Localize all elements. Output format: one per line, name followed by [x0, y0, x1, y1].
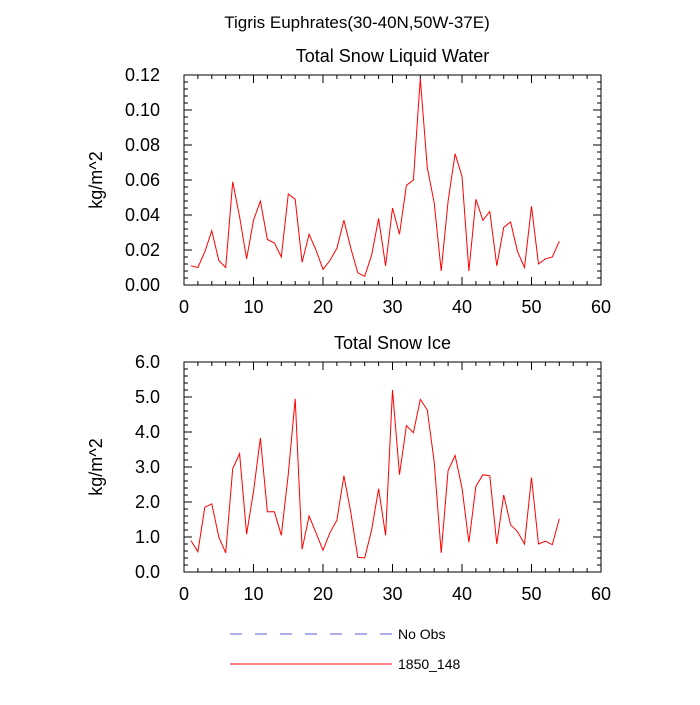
y-tick-label: 0.08 [125, 135, 160, 155]
x-tick-label: 30 [382, 297, 402, 317]
y-tick-label: 1.0 [135, 527, 160, 547]
y-tick-label: 0.04 [125, 205, 160, 225]
x-tick-label: 50 [521, 297, 541, 317]
x-tick-label: 60 [591, 584, 611, 604]
legend: No Obs 1850_148 [230, 626, 461, 672]
x-tick-label: 50 [521, 584, 541, 604]
x-tick-label: 20 [313, 297, 333, 317]
y-tick-label: 3.0 [135, 457, 160, 477]
chart-panel-liquid-water: Total Snow Liquid Water 0 10 20 30 40 50 60 0.00… [86, 46, 611, 317]
chart-title: Total Snow Ice [334, 333, 451, 353]
y-tick-label: 0.02 [125, 240, 160, 260]
x-tick-label: 10 [243, 584, 263, 604]
y-tick-label: 2.0 [135, 492, 160, 512]
x-tick-label: 60 [591, 297, 611, 317]
x-tick-label: 30 [382, 584, 402, 604]
y-tick-label: 0.12 [125, 65, 160, 85]
x-tick-label: 40 [452, 584, 472, 604]
y-tick-label: 5.0 [135, 387, 160, 407]
legend-no-obs-label: No Obs [398, 626, 445, 642]
x-tick-label: 10 [243, 297, 263, 317]
x-tick-label: 40 [452, 297, 472, 317]
series-line-0 [190, 389, 560, 559]
x-tick-label: 20 [313, 584, 333, 604]
y-tick-label: 0.00 [125, 275, 160, 295]
y-tick-label: 4.0 [135, 422, 160, 442]
y-tick-label: 0.06 [125, 170, 160, 190]
y-axis-label: kg/m^2 [86, 438, 106, 495]
y-tick-label: 0.10 [125, 100, 160, 120]
figure-title: Tigris Euphrates(30-40N,50W-37E) [224, 13, 490, 32]
x-tick-label: 0 [179, 584, 189, 604]
chart-panel-snow-ice: Total Snow Ice 0 10 20 30 40 50 60 0.0 1.0 2.0 3.0 4… [86, 333, 611, 604]
y-axis-label: kg/m^2 [86, 151, 106, 208]
y-tick-label: 6.0 [135, 352, 160, 372]
y-tick-label: 0.0 [135, 562, 160, 582]
plot-frame [183, 74, 602, 286]
legend-1850-148-label: 1850_148 [398, 656, 461, 672]
x-tick-label: 0 [179, 297, 189, 317]
chart-title: Total Snow Liquid Water [296, 46, 489, 66]
series-line-0 [190, 78, 560, 278]
